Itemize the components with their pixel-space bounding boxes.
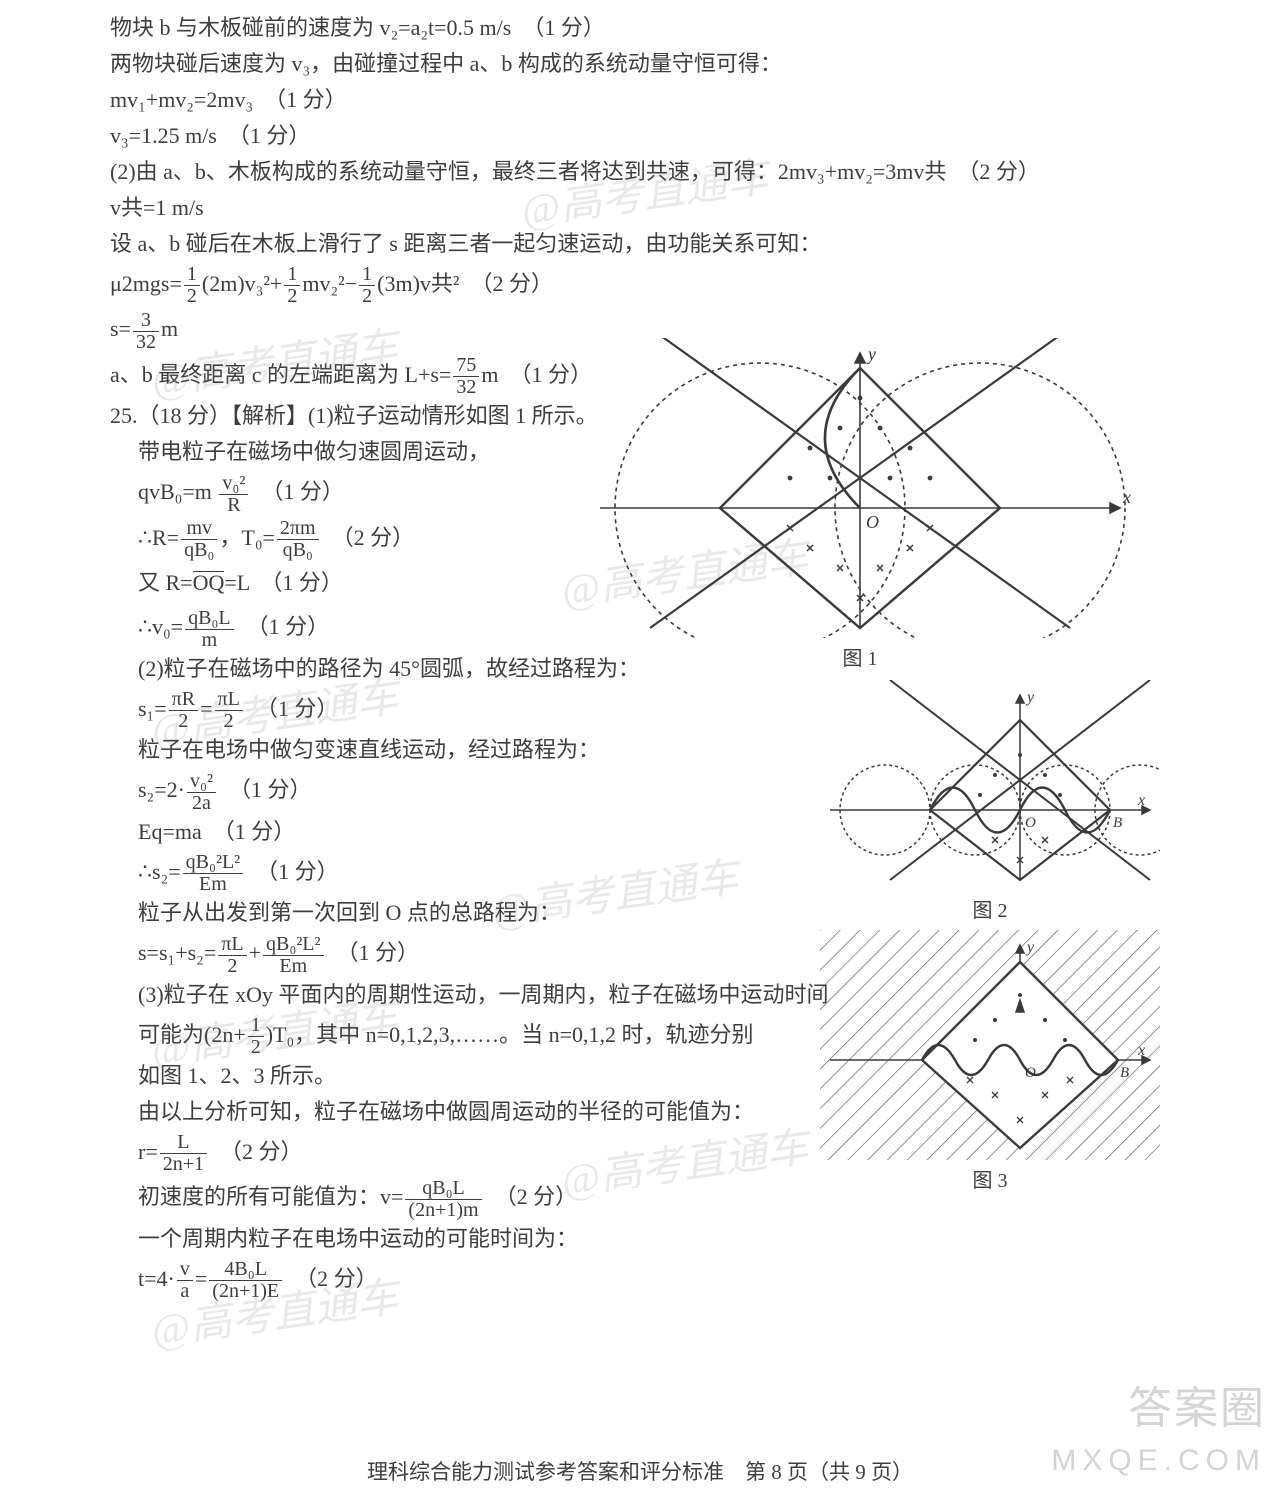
text-line: 粒子从出发到第一次回到 O 点的总路程为： (110, 895, 788, 931)
figure-2-caption: 图 2 (820, 894, 1160, 923)
svg-text:O: O (1025, 815, 1036, 831)
text-line: 初速度的所有可能值为：v=qB₀L(2n+1)m （2 分） (110, 1175, 788, 1220)
fig1-x-label: x (1122, 487, 1131, 507)
figure-3: x y O B 图 3 (820, 930, 1160, 1193)
text-line: s=s₁+s₂=πL2+qB₀²L²Em （1 分） (110, 931, 788, 976)
svg-text:B: B (1113, 815, 1122, 831)
text-line: v₃=1.25 m/s （1 分） (110, 118, 1170, 154)
text-line: 粒子在电场中做匀变速直线运动，经过路程为： (110, 732, 788, 768)
text-line: 可能为(2n+12)T₀，其中 n=0,1,2,3,……。当 n=0,1,2 时… (110, 1013, 788, 1058)
text-line: (2)由 a、b、木板构成的系统动量守恒，最终三者将达到共速，可得：2mv₃+m… (110, 154, 1170, 190)
text-line: s₁=πR2=πL2 （1 分） (110, 687, 788, 732)
text-line: s₂=2·v₀²2a （1 分） (110, 768, 788, 813)
text-line: v共=1 m/s (110, 190, 1170, 226)
figure-1-caption: 图 1 (580, 642, 1140, 671)
figure-3-svg: x y O B (820, 930, 1160, 1160)
fig1-y-label: y (866, 344, 876, 364)
text-line: 一个周期内粒子在电场中运动的可能时间为： (110, 1221, 788, 1257)
svg-text:B: B (1120, 1065, 1129, 1081)
text-line: μ2mgs=12(2m)v₃²+12mv₂²−12(3m)v共² （2 分） (110, 262, 1170, 307)
figure-1-svg: x y O (580, 338, 1140, 638)
fig1-O-label: O (866, 512, 879, 532)
figure-2: x y O B 图 2 (820, 680, 1160, 923)
text-line: r=L2n+1 （2 分） (110, 1130, 788, 1175)
text-line: 设 a、b 碰后在木板上滑行了 s 距离三者一起匀速运动，由功能关系可知： (110, 226, 1170, 262)
figure-2-svg: x y O B (820, 680, 1160, 890)
text-line: (3)粒子在 xOy 平面内的周期性运动，一周期内，粒子在磁场中运动时间 (110, 977, 788, 1013)
text-line: ∴s₂=qB₀²L²Em （1 分） (110, 850, 788, 895)
text-line: 两物块碰后速度为 v₃，由碰撞过程中 a、b 构成的系统动量守恒可得： (110, 46, 1170, 82)
figure-3-caption: 图 3 (820, 1164, 1160, 1193)
page-footer: 理科综合能力测试参考答案和评分标准 第 8 页（共 9 页） (0, 1456, 1280, 1486)
text-line: t=4·va=4B₀L(2n+1)E （2 分） (110, 1257, 788, 1302)
svg-text:O: O (1025, 1065, 1036, 1081)
svg-text:x: x (1137, 1042, 1145, 1059)
figure-1: x y O 图 1 (580, 338, 1140, 671)
svg-text:y: y (1025, 939, 1035, 956)
page-root: @高考直通车@高考直通车@高考直通车@高考直通车@高考直通车@高考直通车@高考直… (0, 0, 1280, 1496)
svg-text:x: x (1137, 792, 1145, 809)
text-line: 物块 b 与木板碰前的速度为 v₂=a₂t=0.5 m/s （1 分） (110, 10, 1170, 46)
corner-watermark-1: 答案圈 (1128, 1372, 1266, 1436)
text-line: 由以上分析可知，粒子在磁场中做圆周运动的半径的可能值为： (110, 1094, 788, 1130)
svg-text:y: y (1025, 689, 1035, 706)
text-line: Eq=ma （1 分） (110, 814, 788, 850)
text-line: mv₁+mv₂=2mv₃ （1 分） (110, 82, 1170, 118)
text-line: 如图 1、2、3 所示。 (110, 1058, 788, 1094)
